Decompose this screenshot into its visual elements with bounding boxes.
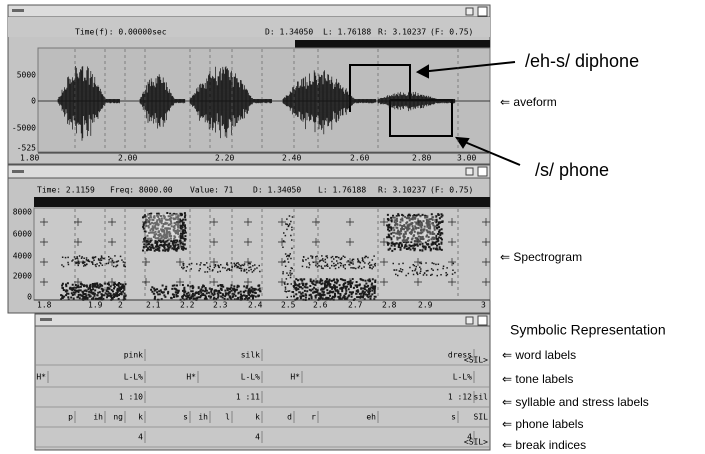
scroll-bar[interactable] [295,40,490,48]
time-label: 2.1 [146,301,161,310]
word-annotation: ⇐ word labels [502,348,576,362]
tier-label[interactable]: 4 [138,433,143,442]
title-bar [8,5,490,17]
tier-label[interactable]: s [451,413,456,422]
d-readout: D: 1.34050 [253,186,301,195]
symbolic-title: Symbolic Representation [510,322,666,338]
tier-label[interactable]: r [311,413,316,422]
window-menu-button[interactable] [12,9,24,12]
fricative-highlight [146,214,180,240]
maximize-button[interactable] [478,7,487,16]
title-bar [35,314,490,326]
tier-label[interactable]: 1 :11 [236,393,260,402]
frequency-label: 0 [27,293,32,302]
minimize-button[interactable] [466,168,473,175]
tier-label[interactable]: L-L% [124,373,143,382]
l-readout: L: 1.76188 [323,28,371,37]
minimize-button[interactable] [466,317,473,324]
time-label: 2.5 [281,301,296,310]
time-label: 2.6 [313,301,328,310]
tier-label[interactable]: silk [241,351,260,360]
window-menu-button[interactable] [40,318,52,321]
tier-label[interactable]: l [225,413,230,422]
tier-label[interactable]: eh [366,413,376,422]
frequency-label: 2000 [13,272,32,281]
time-label: 2.9 [418,301,433,310]
tier-label[interactable]: H* [186,373,196,382]
spectrogram-annotation: ⇐ Spectrogram [500,250,582,264]
time-label: 2.3 [213,301,228,310]
frequency-label: 8000 [13,208,32,217]
phone-annotation: ⇐ phone labels [502,417,583,431]
tier-label[interactable]: <SIL> [464,356,488,365]
tier-label[interactable]: s [183,413,188,422]
f-readout: (F: 0.75) [430,186,473,195]
tier-label[interactable]: <SIL> [464,438,488,447]
tier-label[interactable]: k [138,413,143,422]
page: Time(f): 0.00000sec D: 1.34050 L: 1.7618… [0,0,705,454]
amplitude-label: -525 [17,144,36,153]
time-label: 2.8 [382,301,397,310]
window-menu-button[interactable] [12,170,24,173]
time-label: 2.20 [215,154,234,163]
time-readout: Time(f): 0.00000sec [75,28,167,37]
tier-label[interactable]: 4 [255,433,260,442]
time-label: 1.8 [37,301,52,310]
l-readout: L: 1.76188 [318,186,366,195]
tier-label[interactable]: sil [474,393,489,402]
tier-label[interactable]: k [255,413,260,422]
time-label: 2.4 [248,301,263,310]
time-label: 1.80 [20,154,39,163]
phone-annotation: /s/ phone [535,160,609,180]
amplitude-label: -5000 [12,124,36,133]
frequency-label: 4000 [13,252,32,261]
minimize-button[interactable] [466,8,473,15]
tier-label[interactable]: 1 :12 [448,393,472,402]
syllable-annotation: ⇐ syllable and stress labels [502,395,649,409]
scroll-bar[interactable] [34,197,490,207]
tier-label[interactable]: ih [198,413,208,422]
tier-label[interactable]: ng [113,413,123,422]
fricative-highlight [392,216,436,242]
time-label: 2.7 [348,301,363,310]
f-readout: (F: 0.75) [430,28,473,37]
amplitude-label: 5000 [17,71,36,80]
time-label: 2.2 [180,301,195,310]
d-readout: D: 1.34050 [265,28,313,37]
time-label: 3.00 [457,154,476,163]
tier-label[interactable]: L-L% [453,373,472,382]
amplitude-label: 0 [31,97,36,106]
tier-label[interactable]: H* [290,373,300,382]
time-readout: Time: 2.1159 [37,186,95,195]
time-label: 3 [481,301,486,310]
time-label: 2.60 [350,154,369,163]
tier-label[interactable]: SIL [474,413,489,422]
freq-readout: Freq: 8000.00 [110,186,173,195]
tier-label[interactable]: 1 :10 [119,393,143,402]
waveform-annotation: ⇐ aveform [500,95,557,109]
time-label: 1.9 [88,301,103,310]
tier-label[interactable]: ih [93,413,103,422]
r-readout: R: 3.10237 [378,186,426,195]
tier-label[interactable]: L-L% [241,373,260,382]
time-label: 2.80 [412,154,431,163]
title-bar [8,165,490,178]
tier-label[interactable]: d [287,413,292,422]
r-readout: R: 3.10237 [378,28,426,37]
maximize-button[interactable] [478,167,487,176]
time-label: 2 [118,301,123,310]
time-label: 2.00 [118,154,137,163]
break-annotation: ⇐ break indices [502,438,586,452]
tier-label[interactable]: pink [124,351,143,360]
maximize-button[interactable] [478,316,487,325]
label-window [35,314,490,450]
tier-label[interactable]: H* [36,373,46,382]
tier-label[interactable]: p [68,413,73,422]
time-label: 2.40 [282,154,301,163]
tone-annotation: ⇐ tone labels [502,372,573,386]
diphone-annotation: /eh-s/ diphone [525,51,639,71]
value-readout: Value: 71 [190,186,234,195]
frequency-label: 6000 [13,230,32,239]
